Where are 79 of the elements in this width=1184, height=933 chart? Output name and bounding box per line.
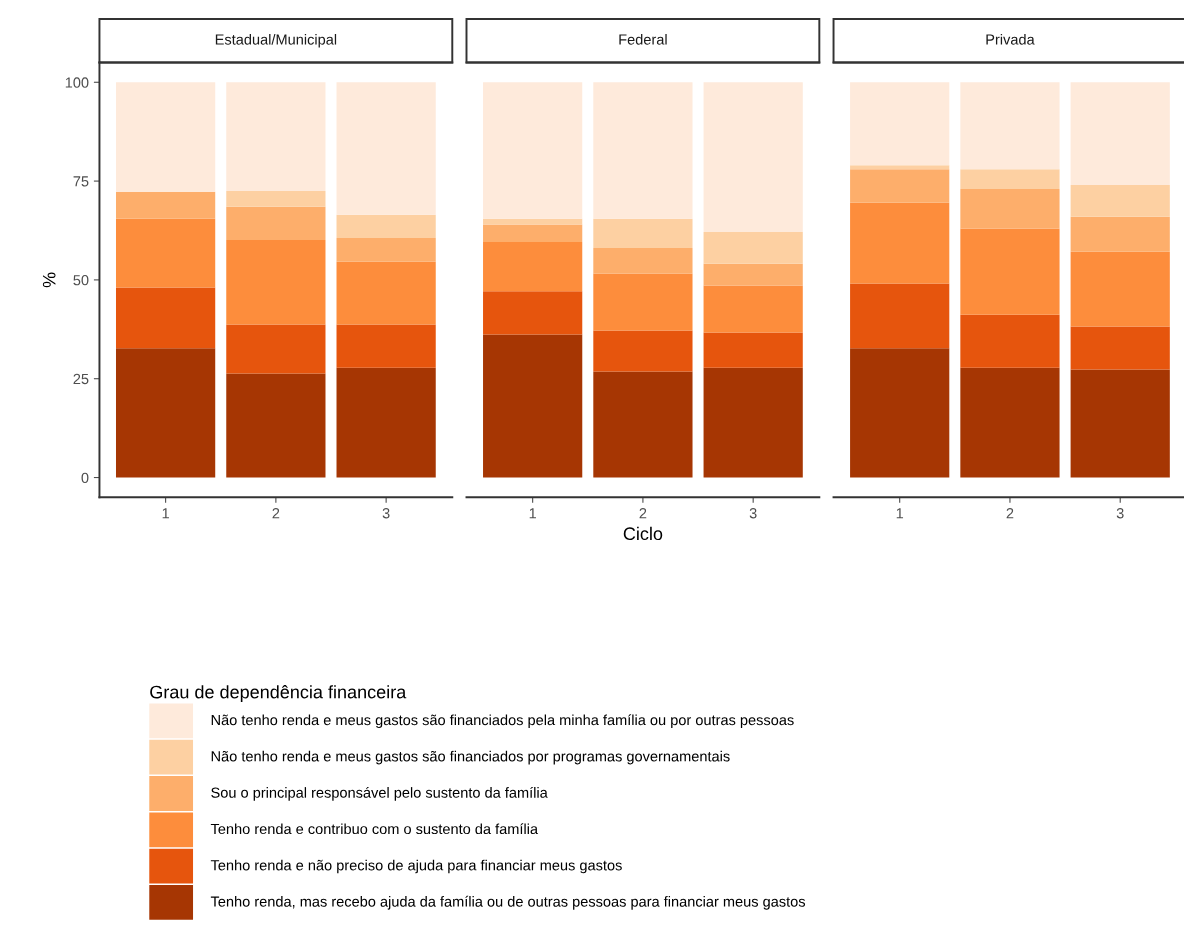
bar [116,82,216,192]
bar [1070,82,1170,186]
bar [116,287,216,349]
bar [226,206,326,240]
bar [960,314,1060,368]
bar [116,218,216,288]
bar [593,330,693,372]
x-tick-label: 1 [529,508,536,519]
y-tick-label: 25 [73,373,89,385]
bar [336,214,436,238]
bar [226,373,326,478]
legend-label: Tenho renda, mas recebo ajuda da família ou de outras pessoas para financiar meus gastos [210,895,806,910]
bar [850,202,950,284]
bar [226,239,326,325]
bar [483,218,583,225]
x-tick-label: 3 [382,508,390,519]
legend-label: Sou o principal responsável pelo sustento da família [211,786,548,801]
bar [593,273,693,331]
y-tick-label: 75 [73,176,89,187]
legend-label: Tenho renda e contribuo com o sustento da família [210,823,539,835]
chart-title: Privada [986,33,1035,45]
bar [483,241,583,292]
x-tick-label: 2 [639,508,647,519]
x-tick-label: 2 [272,508,280,519]
bar [226,82,326,191]
bar [703,82,803,233]
legend-label: Tenho renda e não preciso de ajuda para financiar meus gastos [210,859,622,874]
bar [960,367,1060,478]
bar [850,283,950,349]
y-tick-label: 0 [81,472,89,483]
bar [226,190,326,207]
bar [483,334,583,478]
bar [336,261,436,325]
bar [593,247,693,274]
bar [336,238,436,262]
chart-title: Estadual/Municipal [215,33,337,48]
bar [336,324,436,368]
bar [703,332,803,368]
x-tick-label: 2 [1006,508,1014,519]
x-tick-label: 3 [1116,508,1124,519]
y-axis-title: % [42,272,56,288]
bar [593,82,693,219]
x-axis-title: Ciclo [623,526,663,541]
bar [1070,369,1170,478]
bar [116,191,216,219]
bar [850,165,950,170]
bar [960,228,1060,315]
bar [226,324,326,374]
chart-title: Federal [619,33,667,45]
bar [116,348,216,478]
bar [960,82,1060,170]
bar [483,291,583,335]
bar [336,367,436,478]
bar [960,188,1060,229]
bar [1070,251,1170,327]
bar [1070,216,1170,252]
bar [703,232,803,264]
bar [850,82,950,166]
legend-label: Não tenho renda e meus gastos são financiados pela minha família ou por outras pessoas [211,714,794,729]
bar [850,169,950,203]
bar [483,224,583,242]
bar [483,82,583,219]
bar [336,82,436,215]
y-tick-label: 50 [73,275,89,286]
x-tick-label: 3 [749,508,757,519]
bar [1070,185,1170,217]
bar [593,218,693,248]
legend-title: Grau de dependência financeira [150,685,407,702]
bar [850,348,950,478]
x-tick-label: 1 [162,508,169,519]
bar [703,367,803,478]
bar [960,169,1060,189]
bar [1070,326,1170,370]
legend-label: Não tenho renda e meus gastos são financiados por programas governamentais [211,750,730,765]
bar [593,371,693,478]
bar [703,285,803,333]
y-tick-label: 100 [65,77,89,88]
bar [703,263,803,286]
x-tick-label: 1 [896,508,904,519]
